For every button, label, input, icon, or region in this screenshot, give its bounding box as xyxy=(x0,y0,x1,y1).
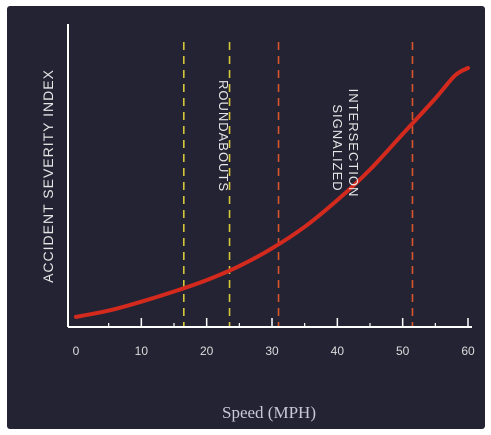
zone-label-roundabouts: ROUNDABOUTS xyxy=(216,80,231,192)
x-tick-label-40: 40 xyxy=(331,344,345,358)
x-tick-label-50: 50 xyxy=(396,344,410,358)
x-tick-label-10: 10 xyxy=(135,344,149,358)
x-axis-tick-labels: 0 10 20 30 40 50 60 xyxy=(73,344,475,358)
zone-label-signalized: SIGNALIZED xyxy=(330,104,345,191)
y-axis-title: ACCIDENT SEVERITY INDEX xyxy=(40,69,56,283)
x-axis-title: Speed (MPH) xyxy=(222,403,316,422)
severity-curve xyxy=(74,66,470,319)
zone-boundary-lines xyxy=(183,42,414,328)
x-tick-label-30: 30 xyxy=(265,344,279,358)
x-axis-ticks xyxy=(108,318,469,327)
accident-severity-chart: 0 10 20 30 40 50 60 ACCIDENT SEVERITY IN… xyxy=(40,24,475,422)
zone-label-intersection: INTERSECTION xyxy=(346,89,361,198)
x-tick-label-60: 60 xyxy=(461,344,475,358)
x-tick-label-0: 0 xyxy=(73,344,80,358)
x-tick-label-20: 20 xyxy=(200,344,214,358)
chart-figure: 0 10 20 30 40 50 60 ACCIDENT SEVERITY IN… xyxy=(7,6,485,429)
